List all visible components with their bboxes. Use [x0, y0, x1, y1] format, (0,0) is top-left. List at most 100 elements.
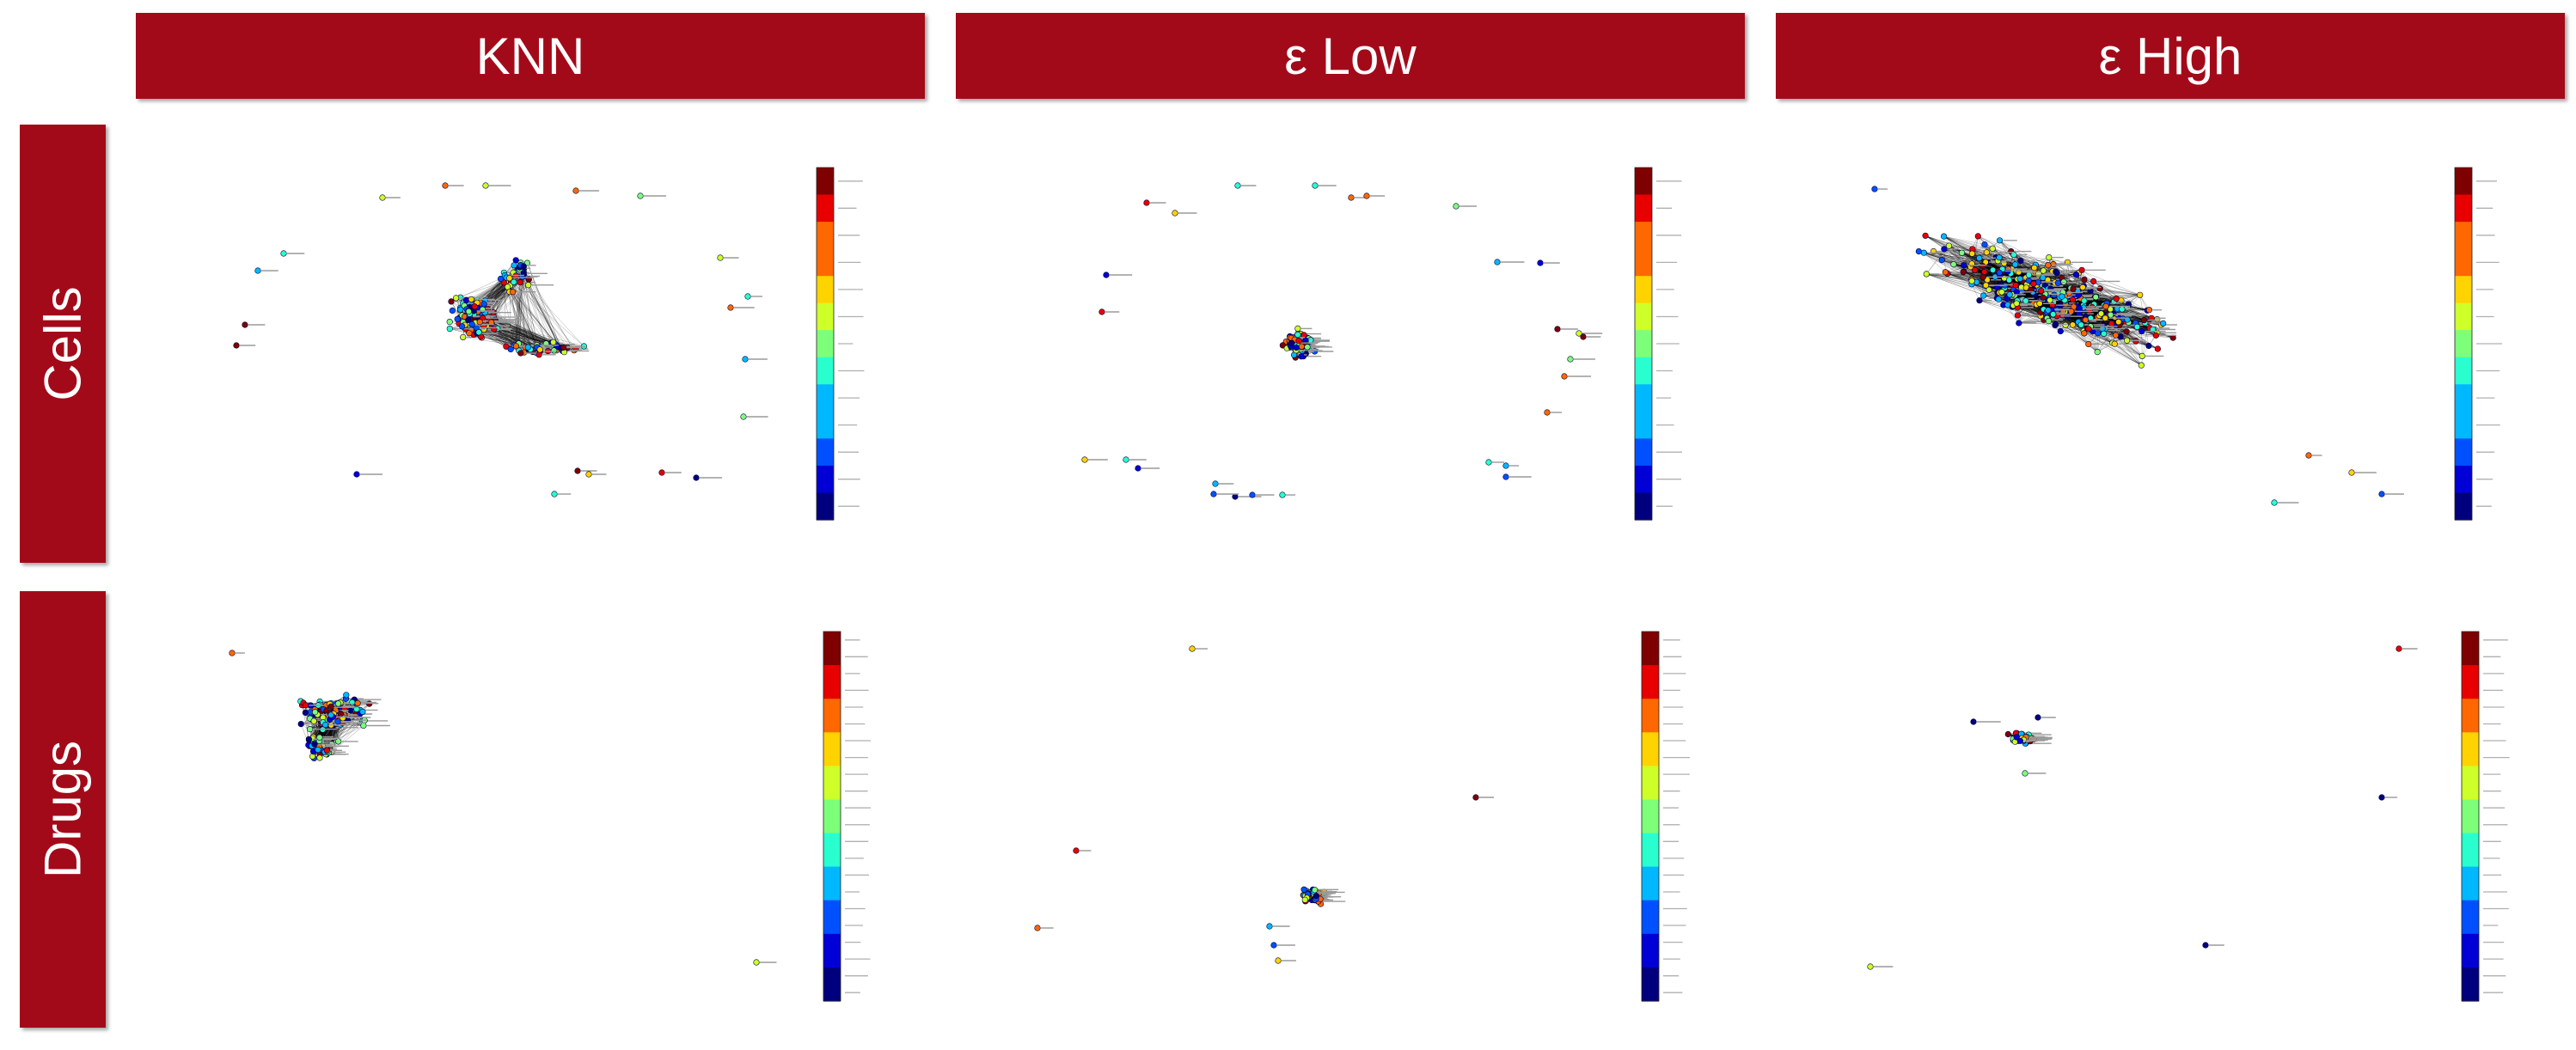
graph-node	[637, 192, 644, 199]
graph-node	[1298, 343, 1306, 350]
graph-node	[1172, 210, 1178, 217]
graph-node	[551, 491, 558, 498]
graph-node	[1502, 473, 1509, 480]
graph-node	[1279, 491, 1286, 498]
graph-node	[448, 298, 455, 305]
graph-edge	[2060, 331, 2084, 334]
graph-node	[693, 474, 700, 481]
graph-edge	[512, 291, 560, 347]
colorbar-segment	[817, 357, 834, 385]
graph-node	[1298, 353, 1305, 360]
graph-edge	[1992, 248, 2053, 265]
graph-edge	[510, 285, 554, 351]
graph-edge	[456, 279, 510, 299]
graph-node	[454, 315, 461, 322]
graph-node	[2047, 296, 2053, 303]
graph-node	[465, 308, 473, 315]
colorbar-segment	[817, 492, 834, 521]
graph-edge	[508, 284, 540, 355]
graph-node	[1295, 338, 1302, 345]
graph-node	[525, 282, 532, 289]
graph-node	[1249, 491, 1256, 498]
graph-node	[1294, 331, 1301, 339]
graph-node	[1990, 266, 1997, 273]
graph-node	[536, 346, 543, 353]
graph-node	[1938, 256, 1945, 264]
graph-node	[1143, 199, 1150, 206]
colorbar-segment	[817, 168, 834, 196]
graph-node	[1485, 459, 1492, 466]
graph-edge	[491, 321, 519, 345]
graph-edge	[1943, 235, 2015, 255]
graph-node	[2069, 321, 2077, 328]
colorbar-segment	[1635, 438, 1652, 467]
network-panel-cells-eps-high	[1776, 155, 2549, 533]
graph-node	[1363, 192, 1370, 199]
graph-node	[1958, 249, 1966, 256]
graph-node	[1960, 269, 1967, 276]
graph-edge	[2142, 323, 2163, 357]
graph-edge	[507, 286, 547, 345]
graph-node	[717, 254, 724, 261]
graph-edge	[2088, 335, 2157, 345]
colorbar-segment	[1635, 384, 1652, 412]
colorbar-segment	[817, 384, 834, 412]
graph-node	[446, 326, 453, 333]
graph-node	[1294, 325, 1301, 332]
graph-node	[482, 182, 489, 189]
colorbar-segment	[1635, 222, 1652, 250]
graph-edge	[1943, 235, 1986, 245]
graph-edge	[509, 291, 544, 349]
graph-edge	[1971, 284, 2014, 306]
graph-node	[468, 320, 475, 327]
graph-node	[507, 345, 514, 353]
graph-node	[453, 295, 460, 302]
graph-edge	[493, 284, 529, 317]
graph-node	[1103, 272, 1110, 278]
graph-node	[449, 307, 456, 314]
graph-node	[480, 301, 487, 308]
graph-edge	[2057, 308, 2142, 366]
graph-node	[1554, 326, 1561, 333]
colorbar-segment	[1635, 357, 1652, 385]
graph-node	[1494, 259, 1501, 266]
graph-node	[1135, 465, 1141, 472]
graph-node	[742, 356, 749, 363]
graph-node	[1561, 373, 1568, 380]
graph-node	[560, 344, 567, 351]
colorbar-segment	[1635, 411, 1652, 439]
graph-node	[1996, 237, 2004, 244]
graph-node	[1950, 260, 1957, 268]
graph-edge	[516, 265, 522, 346]
graph-node	[1502, 462, 1509, 469]
graph-node	[503, 343, 510, 350]
colorbar-segment	[1635, 194, 1652, 223]
graph-edge	[485, 300, 541, 352]
graph-node	[512, 343, 520, 350]
graph-node	[2025, 272, 2033, 278]
graph-node	[254, 267, 261, 274]
colorbar-segment	[817, 302, 834, 331]
network-graph	[1081, 167, 1682, 521]
network-panel-cells-eps-low	[956, 155, 1729, 533]
graph-node	[1995, 296, 2002, 302]
colorbar-segment	[817, 248, 834, 277]
graph-edge	[523, 276, 561, 348]
graph-node	[466, 330, 473, 337]
colorbar-segment	[817, 330, 834, 358]
graph-node	[1996, 254, 2003, 261]
colorbar	[816, 167, 865, 521]
network-graph	[1871, 167, 2503, 521]
graph-edge	[516, 272, 518, 346]
graph-node	[1098, 308, 1105, 315]
graph-node	[497, 275, 505, 283]
colorbar-segment	[817, 222, 834, 250]
graph-edge	[518, 282, 521, 344]
graph-node	[744, 293, 751, 300]
graph-node	[442, 182, 449, 189]
graph-edge	[2018, 312, 2041, 324]
graph-edge	[516, 275, 577, 350]
graph-node	[233, 342, 240, 349]
graph-edge	[516, 275, 540, 355]
graph-node	[658, 469, 665, 476]
